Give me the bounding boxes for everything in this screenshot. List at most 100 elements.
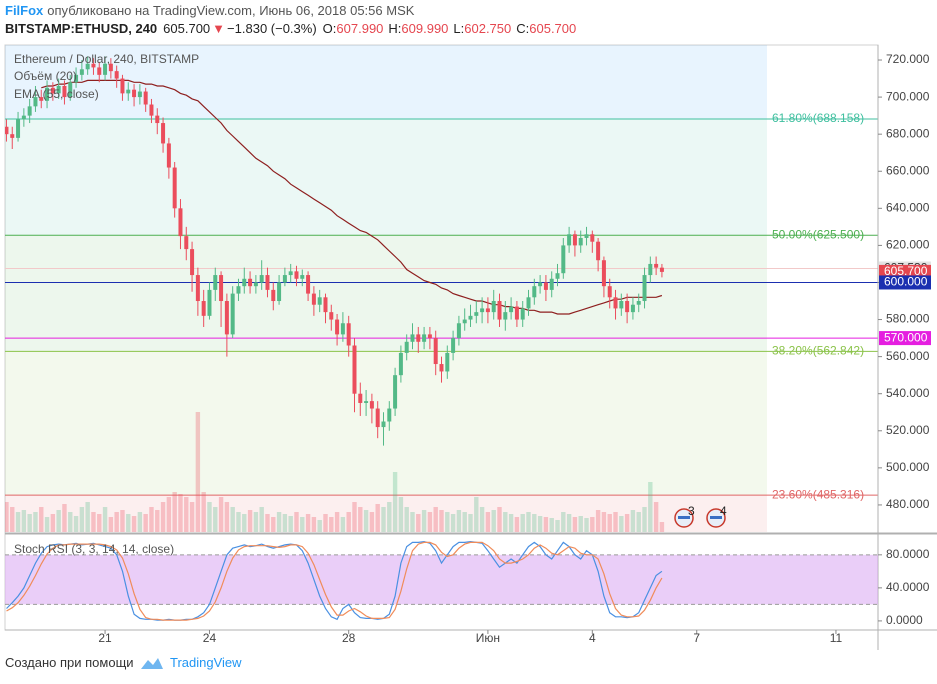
y-tick-label: 620.000 (886, 238, 930, 252)
event-flag-stripe (678, 516, 690, 519)
candle-body (584, 234, 589, 238)
volume-bar (21, 510, 27, 532)
fib-label: 23.60%(485.316) (772, 487, 864, 501)
candle-body (462, 319, 467, 324)
candle-body (33, 97, 38, 107)
volume-bar (404, 507, 409, 532)
volume-bar (189, 502, 195, 532)
volume-bar (68, 512, 73, 532)
candle-body (491, 301, 496, 313)
volume-bar (213, 507, 218, 532)
ohlc-value: 605.700 (529, 21, 577, 36)
logo-shape (141, 658, 163, 669)
fib-label: 38.20%(562.842) (772, 344, 864, 358)
volume-bar (642, 507, 647, 532)
volume-bar (334, 512, 340, 532)
volume-bar (532, 514, 537, 532)
candle-body (387, 408, 392, 422)
author[interactable]: FilFox (5, 3, 44, 18)
price: 605.700 (163, 21, 211, 36)
candle-body (294, 271, 299, 279)
candle-body (532, 286, 537, 298)
volume-bar (427, 512, 433, 532)
volume-bar (282, 514, 288, 532)
candle-body (572, 234, 577, 246)
fib-zone (5, 495, 767, 532)
volume-bar (358, 507, 363, 532)
candle-body (103, 63, 108, 75)
candle-body (567, 234, 572, 246)
ohlc-value: 607.990 (336, 21, 384, 36)
volume-bar (184, 497, 189, 532)
volume-bar (50, 514, 56, 532)
volume-bar (85, 502, 90, 532)
candle-body (108, 63, 113, 72)
volume-bar (624, 514, 630, 532)
y-tick-label: 540.000 (886, 386, 930, 400)
candle-body (468, 315, 473, 320)
volume-bar (247, 510, 253, 532)
volume-bar (555, 520, 560, 532)
volume-bar (230, 507, 235, 532)
level-tag (879, 331, 931, 346)
y-tick-label: 560.000 (886, 349, 930, 363)
volume-bar (439, 510, 444, 532)
volume-bar (369, 512, 375, 532)
volume-bar (601, 512, 607, 532)
volume-bar (561, 512, 566, 532)
volume-bar (317, 520, 322, 532)
candle-body (456, 323, 461, 339)
level-tag (879, 275, 931, 290)
candle-body (265, 275, 270, 290)
candle-body (340, 323, 345, 335)
volume-bar (195, 412, 201, 532)
candle-body (433, 338, 438, 365)
volume-bar (433, 507, 438, 532)
candle-body (155, 115, 160, 124)
candle-body (601, 260, 606, 287)
published: опубликовано на TradingView.com, Июнь 06… (47, 3, 415, 18)
candle-body (178, 208, 183, 237)
candle-body (120, 78, 125, 94)
candle-body (39, 97, 44, 101)
level-tag (879, 264, 931, 279)
brand[interactable]: TradingView (170, 655, 242, 670)
y-tick-label: 680.000 (886, 126, 930, 140)
candle-body (480, 308, 485, 313)
candle-body (85, 63, 90, 70)
volume-bar (375, 504, 380, 532)
volume-bar (613, 512, 618, 532)
candle-body (404, 341, 409, 353)
ohlc-label: H: (388, 21, 402, 36)
y-tick-label: 500.000 (886, 460, 930, 474)
fib-zone (5, 119, 767, 236)
fib-zone (5, 235, 767, 352)
volume-bar (392, 472, 398, 532)
candle-body (346, 323, 351, 346)
volume-bar (149, 507, 154, 532)
volume-bar (242, 514, 247, 532)
down-icon: ▼ (212, 21, 226, 36)
volume-bar (5, 502, 9, 532)
candle-body (520, 308, 525, 320)
candle-body (352, 345, 357, 394)
volume-bar (445, 512, 450, 532)
candle-body (219, 275, 224, 302)
volume-bar (491, 510, 496, 532)
candle-body (242, 278, 247, 287)
candle-body (45, 87, 50, 101)
candle-body (271, 289, 276, 302)
volume-bar (474, 497, 479, 532)
candle-body (161, 123, 166, 144)
x-tick-label: 11 (830, 631, 843, 645)
logo[interactable] (139, 654, 165, 672)
candle-body (132, 89, 137, 98)
candle-body (503, 312, 508, 320)
volume-bar (160, 502, 166, 532)
candle-body (445, 352, 450, 372)
candle-body (654, 263, 659, 268)
volume-bar (578, 516, 583, 532)
candle-body (358, 393, 363, 403)
volume-bar (259, 507, 264, 532)
volume-bar (450, 514, 456, 532)
